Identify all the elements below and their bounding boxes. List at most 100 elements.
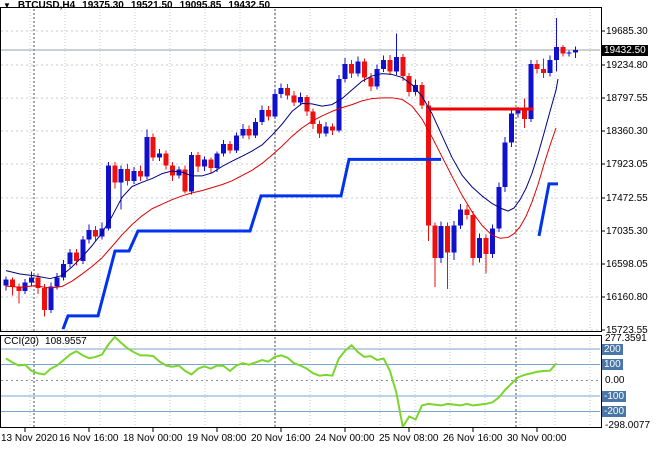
candle-bull: [240, 128, 246, 136]
candle-bear: [534, 63, 540, 70]
candle-bull: [323, 126, 329, 134]
candle-bull: [144, 137, 150, 177]
candle-bull: [451, 225, 457, 253]
candle-bear: [93, 229, 99, 237]
candle-bull: [54, 277, 60, 287]
candle-bear: [406, 75, 412, 92]
cci-plot-border: [0, 335, 602, 428]
candle-bear: [361, 61, 367, 78]
cci-name: CCI(20): [4, 336, 40, 347]
cci-level-tag: -200: [602, 406, 627, 418]
candle-bull: [457, 209, 463, 226]
candle-bull: [342, 63, 348, 79]
candle-bull: [189, 155, 195, 192]
candle-bear: [265, 109, 271, 117]
time-axis-label: 18 Nov 00:00: [123, 433, 183, 444]
candle-bear: [125, 168, 131, 181]
candle-bear: [9, 279, 15, 287]
candle-bull: [214, 153, 220, 169]
candle-bear: [368, 77, 374, 87]
price-axis-label: 15723.55: [606, 325, 648, 336]
candle-bull: [176, 169, 182, 176]
candle-bull: [48, 286, 54, 310]
candle-bear: [41, 288, 47, 310]
price-axis-label: 16160.80: [606, 292, 648, 303]
candle-bear: [317, 124, 323, 134]
cci-indicator-label: CCI(20) 108.9557: [4, 336, 87, 347]
candle-bear: [73, 252, 79, 261]
cci-level-tag: 100: [602, 359, 623, 371]
candle-bull: [547, 60, 553, 73]
time-axis-label: 25 Nov 08:00: [379, 433, 439, 444]
candle-bear: [425, 105, 431, 226]
ohlc-high: 19521.50: [130, 0, 173, 11]
time-axis-label: 16 Nov 16:00: [59, 433, 119, 444]
candle-bull: [528, 63, 534, 119]
cci-current-value: 108.9557: [45, 336, 87, 347]
candle-bear: [137, 171, 143, 177]
time-axis-label: 19 Nov 08:00: [187, 433, 247, 444]
symbol-dropdown-icon[interactable]: ▼: [3, 0, 11, 10]
candle-bull: [502, 142, 508, 187]
candle-bull: [201, 159, 207, 167]
candle-bull: [374, 69, 380, 87]
candle-bear: [400, 57, 406, 76]
candle-bull: [336, 78, 342, 131]
candle-bull: [297, 97, 303, 103]
candle-bear: [195, 155, 201, 167]
candle-bear: [419, 84, 425, 106]
candle-bear: [464, 209, 470, 215]
cci-zero-label: 0.00: [605, 375, 625, 387]
cci-max-label: 277.3591: [605, 333, 647, 344]
time-axis-label: 24 Nov 00:00: [315, 433, 375, 444]
ohlc-low: 19095.85: [179, 0, 222, 11]
candle-bear: [483, 238, 489, 255]
candle-bull: [131, 171, 137, 181]
candle-bull: [157, 153, 163, 158]
time-axis-label: 30 Nov 00:00: [507, 433, 567, 444]
ohlc-open: 19375.30: [82, 0, 124, 11]
step-indicator-line: [61, 157, 441, 330]
candle-bear: [329, 126, 335, 131]
candle-bear: [208, 159, 214, 169]
candle-bull: [29, 277, 35, 283]
price-axis-label: 18797.55: [606, 93, 648, 104]
candle-bear: [521, 110, 527, 119]
ma-slow-red-line: [5, 97, 557, 289]
candle-bear: [432, 225, 438, 258]
candle-bear: [163, 153, 169, 166]
price-axis-label: 19234.80: [606, 60, 648, 71]
candle-bull: [553, 47, 559, 61]
candle-bull: [438, 226, 444, 258]
candle-bear: [560, 47, 566, 54]
candle-bear: [182, 169, 188, 192]
price-axis-label: 16598.05: [606, 259, 648, 270]
candle-bull: [253, 121, 259, 136]
candle-bear: [35, 277, 41, 289]
price-axis-label: 17923.05: [606, 159, 648, 170]
candle-bear: [349, 63, 355, 74]
candle-bull: [566, 52, 572, 54]
step-indicator-line: [537, 182, 558, 237]
main-plot-border: [0, 7, 602, 332]
candle-bull: [80, 239, 86, 261]
candle-bull: [278, 88, 284, 95]
time-axis-label: 26 Nov 16:00: [443, 433, 503, 444]
candle-bull: [67, 252, 73, 264]
candle-bull: [509, 113, 515, 143]
time-axis-label: 13 Nov 2020: [1, 433, 58, 444]
time-axis-label: 20 Nov 16:00: [251, 433, 311, 444]
price-axis-label: 18360.30: [606, 126, 648, 137]
candle-bull: [61, 263, 67, 278]
candle-bear: [227, 143, 233, 151]
candle-bear: [150, 137, 156, 158]
candle-bull: [489, 228, 495, 255]
candle-bear: [246, 128, 252, 136]
candle-bear: [112, 165, 118, 183]
cci-line: [5, 335, 558, 429]
candle-bear: [387, 60, 393, 72]
ma-fast-navy-line: [5, 73, 559, 280]
price-axis-label: 19685.30: [606, 26, 648, 37]
